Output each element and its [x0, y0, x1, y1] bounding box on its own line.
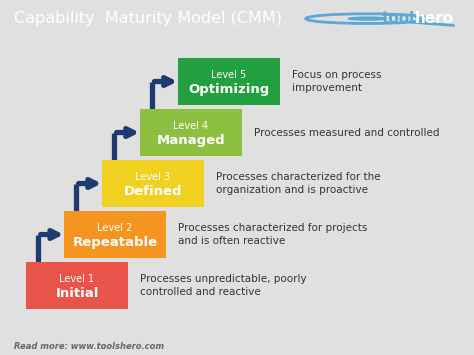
FancyBboxPatch shape — [102, 160, 204, 207]
Text: Level 4: Level 4 — [173, 121, 209, 131]
Text: Repeatable: Repeatable — [73, 236, 157, 249]
Text: Level 1: Level 1 — [59, 274, 95, 284]
FancyBboxPatch shape — [64, 211, 166, 258]
Text: Read more: www.toolshero.com: Read more: www.toolshero.com — [14, 342, 164, 351]
Text: tools: tools — [382, 11, 424, 26]
Text: Processes characterized for projects
and is often reactive: Processes characterized for projects and… — [178, 223, 367, 246]
Text: Capability  Maturity Model (CMM): Capability Maturity Model (CMM) — [14, 11, 282, 26]
Text: hero: hero — [415, 11, 454, 26]
Text: Defined: Defined — [124, 185, 182, 198]
FancyBboxPatch shape — [140, 109, 242, 156]
FancyBboxPatch shape — [26, 262, 128, 309]
Text: Processes unpredictable, poorly
controlled and reactive: Processes unpredictable, poorly controll… — [140, 274, 307, 297]
Circle shape — [348, 17, 386, 20]
Text: Managed: Managed — [156, 135, 225, 147]
Text: Focus on process
improvement: Focus on process improvement — [292, 70, 381, 93]
Text: Initial: Initial — [55, 288, 99, 300]
Text: Level 5: Level 5 — [211, 70, 246, 80]
Text: Optimizing: Optimizing — [188, 83, 269, 97]
Text: Level 2: Level 2 — [97, 223, 133, 233]
Text: Level 3: Level 3 — [135, 171, 171, 181]
Text: Processes characterized for the
organization and is proactive: Processes characterized for the organiza… — [216, 172, 380, 195]
FancyBboxPatch shape — [178, 58, 280, 105]
Text: Processes measured and controlled: Processes measured and controlled — [254, 127, 439, 137]
